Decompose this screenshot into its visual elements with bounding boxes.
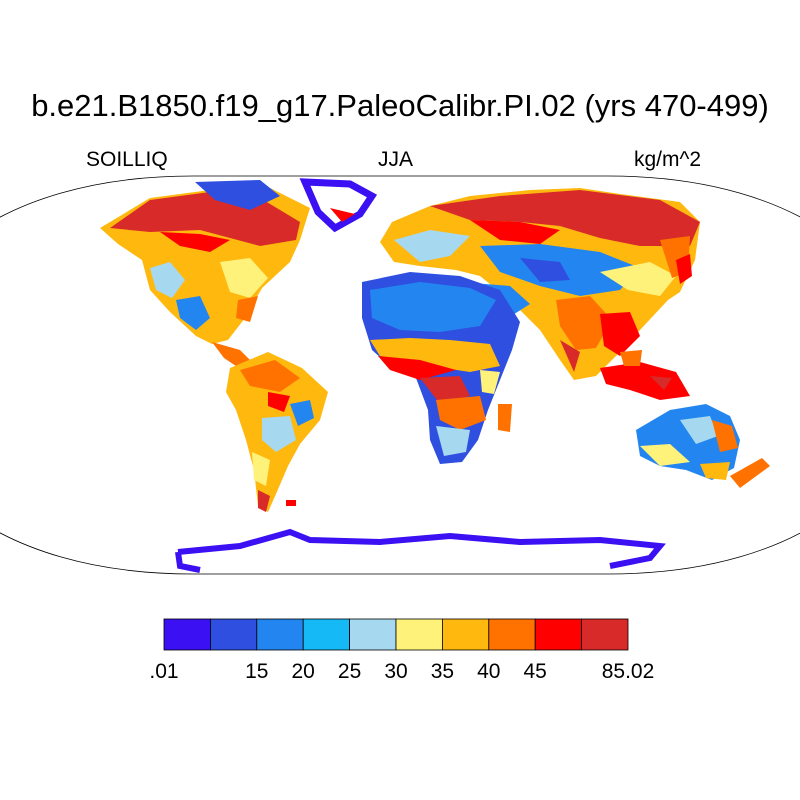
- plot-title: b.e21.B1850.f19_g17.PaleoCalibr.PI.02 (y…: [31, 88, 769, 123]
- colorbar-label: 20: [291, 660, 315, 683]
- colorbar-swatch: [581, 618, 629, 651]
- colorbar-swatch: [488, 618, 536, 651]
- colorbar-label: .01: [149, 660, 179, 683]
- soil-liquid-field: [100, 178, 770, 573]
- colorbar: [163, 618, 629, 651]
- colorbar-swatch: [256, 618, 304, 651]
- colorbar-label: 15: [245, 660, 269, 683]
- colorbar-swatch: [209, 618, 258, 651]
- colorbar-label: 25: [337, 660, 362, 683]
- colorbar-label: 35: [430, 660, 455, 683]
- colorbar-swatch: [349, 618, 397, 651]
- colorbar-swatch: [395, 618, 443, 651]
- colorbar-swatch: [302, 618, 351, 651]
- colorbar-swatch: [441, 618, 490, 651]
- colorbar-swatch: [163, 618, 211, 651]
- colorbar-label: 40: [477, 660, 501, 683]
- greenland-rim: [299, 178, 378, 233]
- colorbar-label: 85.02: [601, 660, 655, 683]
- colorbar-label: 45: [523, 660, 547, 683]
- units-label: kg/m^2: [634, 148, 702, 171]
- variable-label: SOILLIQ: [86, 148, 168, 171]
- map-border: [0, 175, 800, 575]
- colorbar-swatch: [534, 618, 583, 651]
- season-label: JJA: [378, 148, 414, 171]
- antarctica-rim: [177, 528, 666, 569]
- colorbar-label: 30: [384, 660, 408, 683]
